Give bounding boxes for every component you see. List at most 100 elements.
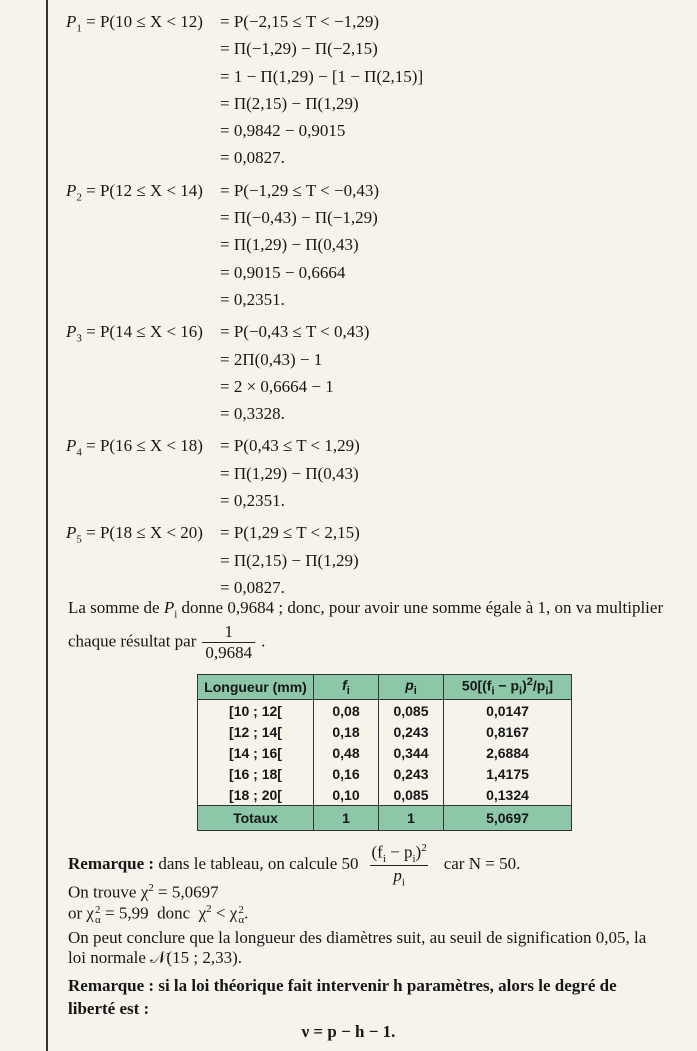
derivation-label: P5 = P(18 ≤ X < 20) xyxy=(66,519,220,601)
step: = 0,9015 − 0,6664 xyxy=(220,262,346,282)
cell: [14 ; 16[ xyxy=(197,742,314,763)
steps: = P(−2,15 ≤ T < −1,29) = Π(−1,29) − Π(−2,… xyxy=(220,8,423,172)
text: < xyxy=(211,903,230,923)
cell: [18 ; 20[ xyxy=(197,784,314,806)
text: i xyxy=(382,853,386,866)
text: 2 xyxy=(526,676,533,689)
step: = 0,2351. xyxy=(220,491,285,511)
step: = Π(1,29) − Π(0,43) xyxy=(220,235,359,255)
row: [16 ; 18[0,16 0,243 1,4175 xyxy=(197,763,572,784)
step: = Π(2,15) − Π(1,29) xyxy=(220,93,359,113)
cell: [10 ; 12[ xyxy=(197,699,314,721)
conclusion: On peut conclure que la longueur des dia… xyxy=(68,928,647,967)
text: = 5,99 donc xyxy=(100,903,199,923)
text: p xyxy=(393,866,402,886)
cell: 5,0697 xyxy=(443,805,572,831)
cell: 0,344 xyxy=(378,742,444,763)
cell: 1,4175 xyxy=(443,763,572,784)
text: i xyxy=(491,685,495,698)
derivation: P3 = P(14 ≤ X < 16) = P(−0,43 ≤ T < 0,43)… xyxy=(66,318,423,427)
text: chaque résultat par xyxy=(68,631,197,651)
label: Remarque : xyxy=(68,976,155,995)
text: α xyxy=(238,913,245,926)
cell: 0,0147 xyxy=(443,699,572,721)
text: χ xyxy=(140,882,149,902)
text: = 5,0697 xyxy=(153,882,219,902)
text: P xyxy=(66,523,77,543)
text: α xyxy=(94,913,101,926)
numerator: 1 xyxy=(202,622,256,643)
text: = P(12 ≤ X < 14) xyxy=(81,180,203,200)
label: Remarque : xyxy=(68,854,155,874)
derivation: P4 = P(16 ≤ X < 18) = P(0,43 ≤ T < 1,29) =… xyxy=(66,432,423,514)
step: = 0,3328. xyxy=(220,404,285,424)
text: i xyxy=(412,853,416,866)
remark: Remarque : dans le tableau, on calcule 5… xyxy=(68,842,520,888)
text: χ xyxy=(86,903,94,923)
text: . xyxy=(261,631,266,651)
text: 2 xyxy=(76,191,82,204)
step: = 2Π(0,43) − 1 xyxy=(220,349,323,369)
text: χ xyxy=(229,903,238,923)
text: i xyxy=(519,685,523,698)
text: − p xyxy=(494,677,520,694)
cell: 2,6884 xyxy=(443,742,572,763)
text: 5 xyxy=(76,533,82,546)
step: = 0,0827. xyxy=(220,148,285,168)
derivation-label: P1 = P(10 ≤ X < 12) xyxy=(66,8,220,172)
cell: 0,1324 xyxy=(443,784,572,806)
total-row: Totaux 1 1 5,0697 xyxy=(197,805,572,831)
text: P xyxy=(66,12,77,31)
step: = P(−2,15 ≤ T < −1,29) xyxy=(220,12,379,31)
text: /p xyxy=(532,677,546,694)
row: [18 ; 20[0,10 0,085 0,1324 xyxy=(197,784,572,806)
formula: ν = p − h − 1. xyxy=(301,1022,396,1041)
step: = P(1,29 ≤ T < 2,15) xyxy=(220,523,360,543)
header-cell: fi xyxy=(313,674,379,700)
cell: 0,16 xyxy=(313,763,379,784)
text: La somme de xyxy=(68,598,164,617)
sum-line: La somme de Pi donne 0,9684 ; donc, pour… xyxy=(68,598,663,620)
fraction: 1 0,9684 xyxy=(202,622,256,663)
cell: 0,10 xyxy=(313,784,379,806)
text: = P(10 ≤ X < 12) xyxy=(81,12,203,31)
text: p xyxy=(405,677,414,694)
text: = P(14 ≤ X < 16) xyxy=(81,322,203,342)
text: Longueur (mm) xyxy=(204,679,307,695)
step: = 2 × 0,6664 − 1 xyxy=(220,376,334,396)
text: 2 xyxy=(421,842,427,854)
text: f xyxy=(342,677,347,694)
text: 2 xyxy=(206,903,212,915)
text: On trouve xyxy=(68,882,141,902)
text: i xyxy=(346,684,350,697)
fraction-bar xyxy=(370,865,428,867)
text: χ xyxy=(198,903,207,923)
fraction: (fi − pi)2 pi xyxy=(368,842,429,888)
text: 2 xyxy=(148,882,154,894)
step: = P(0,43 ≤ T < 1,29) xyxy=(220,436,360,456)
cell: 0,085 xyxy=(378,699,444,721)
derivations: P1 = P(10 ≤ X < 12) = P(−2,15 ≤ T < −1,29… xyxy=(66,8,423,606)
header-cell: Longueur (mm) xyxy=(197,674,314,700)
cell: 0,18 xyxy=(313,721,379,742)
header-cell: pi xyxy=(378,674,444,700)
text: ) xyxy=(415,842,422,862)
cell: 0,243 xyxy=(378,763,444,784)
derivation: P2 = P(12 ≤ X < 14) = P(−1,29 ≤ T < −0,43… xyxy=(66,177,423,313)
cell: 0,48 xyxy=(313,742,379,763)
result-line: On trouve χ2 = 5,0697 xyxy=(68,882,219,903)
text: dans le tableau, on calcule 50 xyxy=(158,854,359,874)
text: P xyxy=(163,598,175,617)
derivation: P1 = P(10 ≤ X < 12) = P(−2,15 ≤ T < −1,29… xyxy=(66,8,423,172)
remark: Remarque : si la loi théorique fait inte… xyxy=(68,974,668,1020)
text: = P(18 ≤ X < 20) xyxy=(81,523,203,543)
cell: [16 ; 18[ xyxy=(197,763,314,784)
step: = 0,9842 − 0,9015 xyxy=(220,121,346,141)
cell: 0,085 xyxy=(378,784,444,806)
text: 1 xyxy=(76,22,82,35)
step: = 0,2351. xyxy=(220,289,285,309)
text: or xyxy=(68,903,87,923)
derivation-label: P3 = P(14 ≤ X < 16) xyxy=(66,318,220,427)
